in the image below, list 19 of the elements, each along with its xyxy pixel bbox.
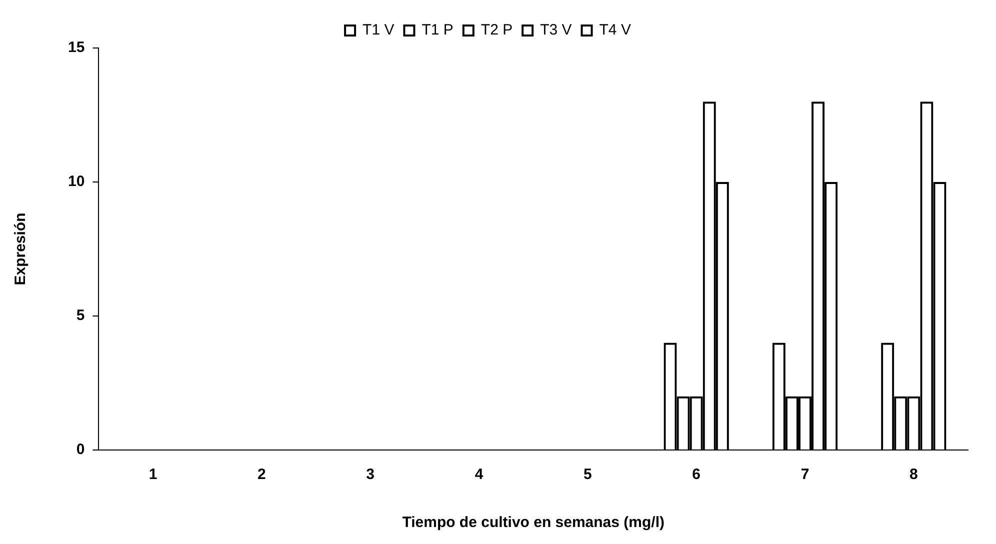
x-tick-label: 2 (258, 466, 266, 484)
x-tick-label: 1 (148, 466, 158, 484)
legend-label: T2 P (480, 22, 513, 39)
y-tick-label: 15 (68, 39, 85, 56)
x-tick-label: 5 (584, 466, 592, 484)
x-tick-label: 4 (474, 466, 484, 484)
x-axis-title: Tiempo de cultivo en semanas (mg/l) (402, 514, 664, 532)
y-axis-title: Expresión (12, 212, 30, 286)
legend-label: T4 V (599, 22, 631, 39)
x-tick-label: 8 (909, 466, 918, 484)
legend-label: T3 V (540, 22, 572, 39)
y-tick-label: 5 (76, 307, 85, 324)
y-tick-label: 0 (76, 441, 85, 458)
x-tick-label: 6 (692, 466, 701, 484)
x-tick-label: 7 (800, 466, 810, 484)
y-tick-label: 10 (68, 173, 85, 190)
legend-label: T1 P (422, 22, 454, 39)
legend-label: T1 V (362, 22, 394, 39)
x-tick-label: 3 (366, 466, 375, 484)
